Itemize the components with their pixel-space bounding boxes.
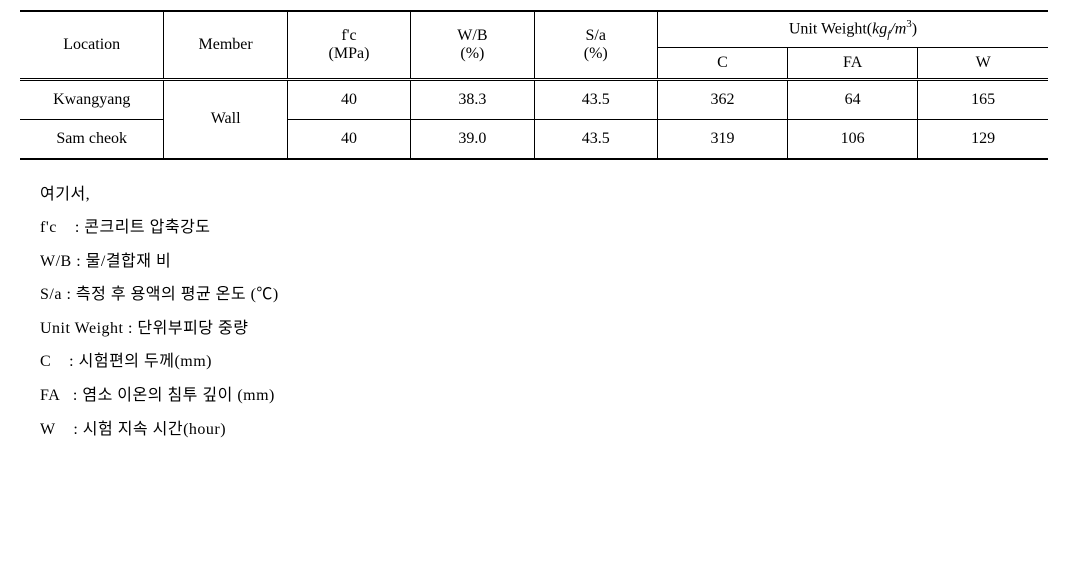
cell-fa: 106 [788, 119, 918, 159]
cell-w: 129 [918, 119, 1048, 159]
header-fc: f'c(MPa) [287, 11, 410, 79]
legend-intro: 여기서, [40, 178, 1048, 212]
legend-item: W : 시험 지속 시간(hour) [40, 413, 1048, 447]
cell-fa: 64 [788, 79, 918, 119]
legend: 여기서, f'c : 콘크리트 압축강도 W/B : 물/결합재 비 S/a :… [20, 178, 1048, 447]
cell-fc: 40 [287, 119, 410, 159]
cell-wb: 39.0 [411, 119, 534, 159]
header-member: Member [164, 11, 287, 79]
mix-proportions-table: Location Member f'c(MPa) W/B(%) S/a(%) U… [20, 10, 1048, 160]
header-fa: FA [788, 47, 918, 79]
legend-item: f'c : 콘크리트 압축강도 [40, 211, 1048, 245]
table-row: Kwangyang Wall 40 38.3 43.5 362 64 165 [20, 79, 1048, 119]
cell-sa: 43.5 [534, 79, 657, 119]
cell-c: 362 [657, 79, 787, 119]
legend-item: W/B : 물/결합재 비 [40, 245, 1048, 279]
header-location: Location [20, 11, 164, 79]
legend-item: C : 시험편의 두께(mm) [40, 345, 1048, 379]
cell-w: 165 [918, 79, 1048, 119]
header-sa: S/a(%) [534, 11, 657, 79]
header-unit-weight: Unit Weight(kgf/m3) [657, 11, 1048, 47]
cell-member: Wall [164, 79, 287, 159]
header-w: W [918, 47, 1048, 79]
legend-item: FA : 염소 이온의 침투 깊이 (mm) [40, 379, 1048, 413]
legend-item: S/a : 측정 후 용액의 평균 온도 (℃) [40, 278, 1048, 312]
cell-c: 319 [657, 119, 787, 159]
cell-location: Kwangyang [20, 79, 164, 119]
header-wb: W/B(%) [411, 11, 534, 79]
legend-item: Unit Weight : 단위부피당 중량 [40, 312, 1048, 346]
cell-sa: 43.5 [534, 119, 657, 159]
cell-wb: 38.3 [411, 79, 534, 119]
header-c: C [657, 47, 787, 79]
cell-location: Sam cheok [20, 119, 164, 159]
cell-fc: 40 [287, 79, 410, 119]
